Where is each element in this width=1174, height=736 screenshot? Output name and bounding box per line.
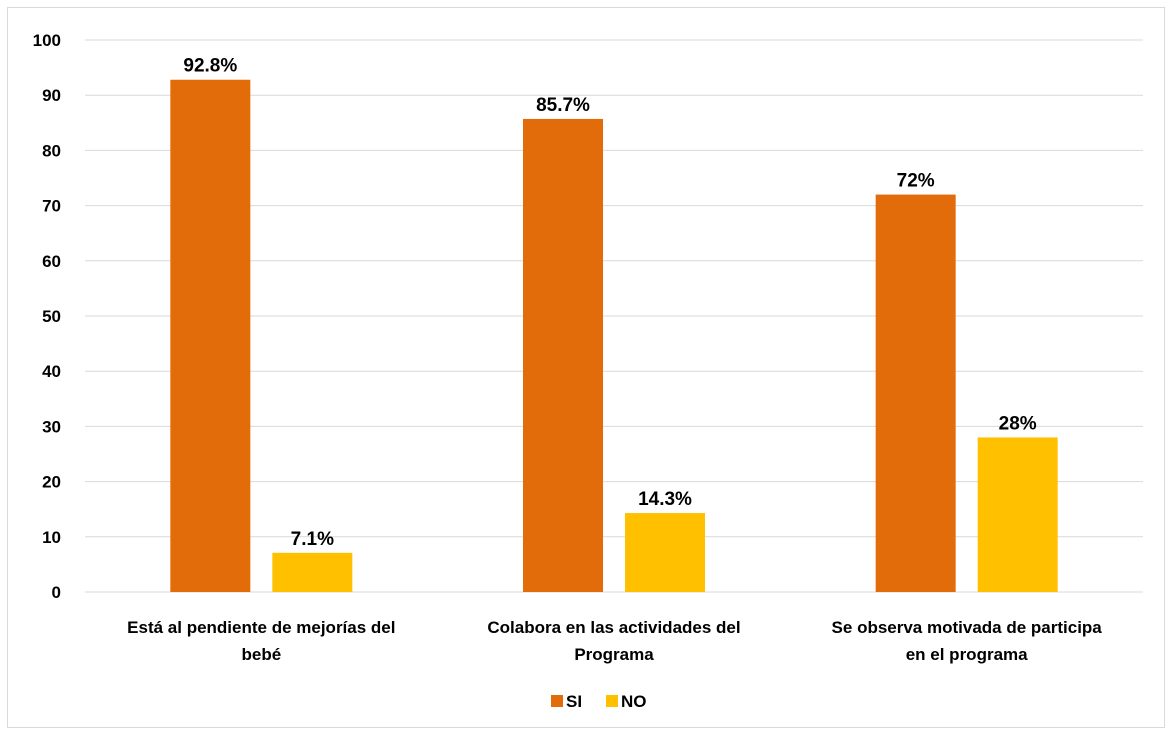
- legend: SI NO: [551, 692, 647, 711]
- data-label-no-1: 14.3%: [638, 489, 692, 510]
- y-tick-label: 30: [42, 417, 61, 436]
- x-tick-label: en el programa: [906, 645, 1028, 664]
- data-label-si-0: 92.8%: [183, 56, 237, 77]
- data-label-si-1: 85.7%: [536, 95, 590, 116]
- data-labels: 92.8% 7.1% 85.7% 14.3% 72% 28%: [183, 56, 1036, 550]
- bar-no-2: [977, 437, 1058, 592]
- x-tick-label: Programa: [574, 645, 654, 664]
- legend-label-no: NO: [621, 692, 647, 711]
- legend-label-si: SI: [566, 692, 582, 711]
- y-tick-label: 20: [42, 473, 61, 492]
- y-tick-label: 90: [42, 86, 61, 105]
- y-tick-label: 40: [42, 362, 61, 381]
- y-tick-label: 80: [42, 141, 61, 160]
- x-tick-label: Colabora en las actividades del: [487, 618, 740, 637]
- data-label-no-2: 28%: [999, 413, 1037, 434]
- bar-si-2: [875, 194, 956, 592]
- y-tick-label: 0: [52, 583, 61, 602]
- legend-swatch-si: [551, 695, 563, 707]
- x-axis: Está al pendiente de mejorías del bebé Col…: [127, 618, 1102, 664]
- bar-si-0: [170, 79, 251, 592]
- y-tick-label: 60: [42, 252, 61, 271]
- data-label-no-0: 7.1%: [291, 529, 334, 550]
- bar-si-1: [523, 118, 603, 592]
- x-tick-label: Está al pendiente de mejorías del: [127, 618, 395, 637]
- y-tick-label: 10: [42, 528, 61, 547]
- legend-swatch-no: [606, 695, 618, 707]
- x-tick-label: bebé: [241, 645, 281, 664]
- y-tick-label: 100: [33, 31, 61, 50]
- bars: [170, 79, 1058, 592]
- x-tick-label: Se observa motivada de participa: [832, 618, 1103, 637]
- y-axis: 0 10 20 30 40 50 60 70 80 90 100: [33, 31, 61, 602]
- data-label-si-2: 72%: [897, 171, 935, 192]
- y-tick-label: 50: [42, 307, 61, 326]
- y-tick-label: 70: [42, 197, 61, 216]
- gridlines: [85, 39, 1143, 593]
- bar-no-0: [272, 552, 353, 592]
- bar-no-1: [625, 513, 705, 592]
